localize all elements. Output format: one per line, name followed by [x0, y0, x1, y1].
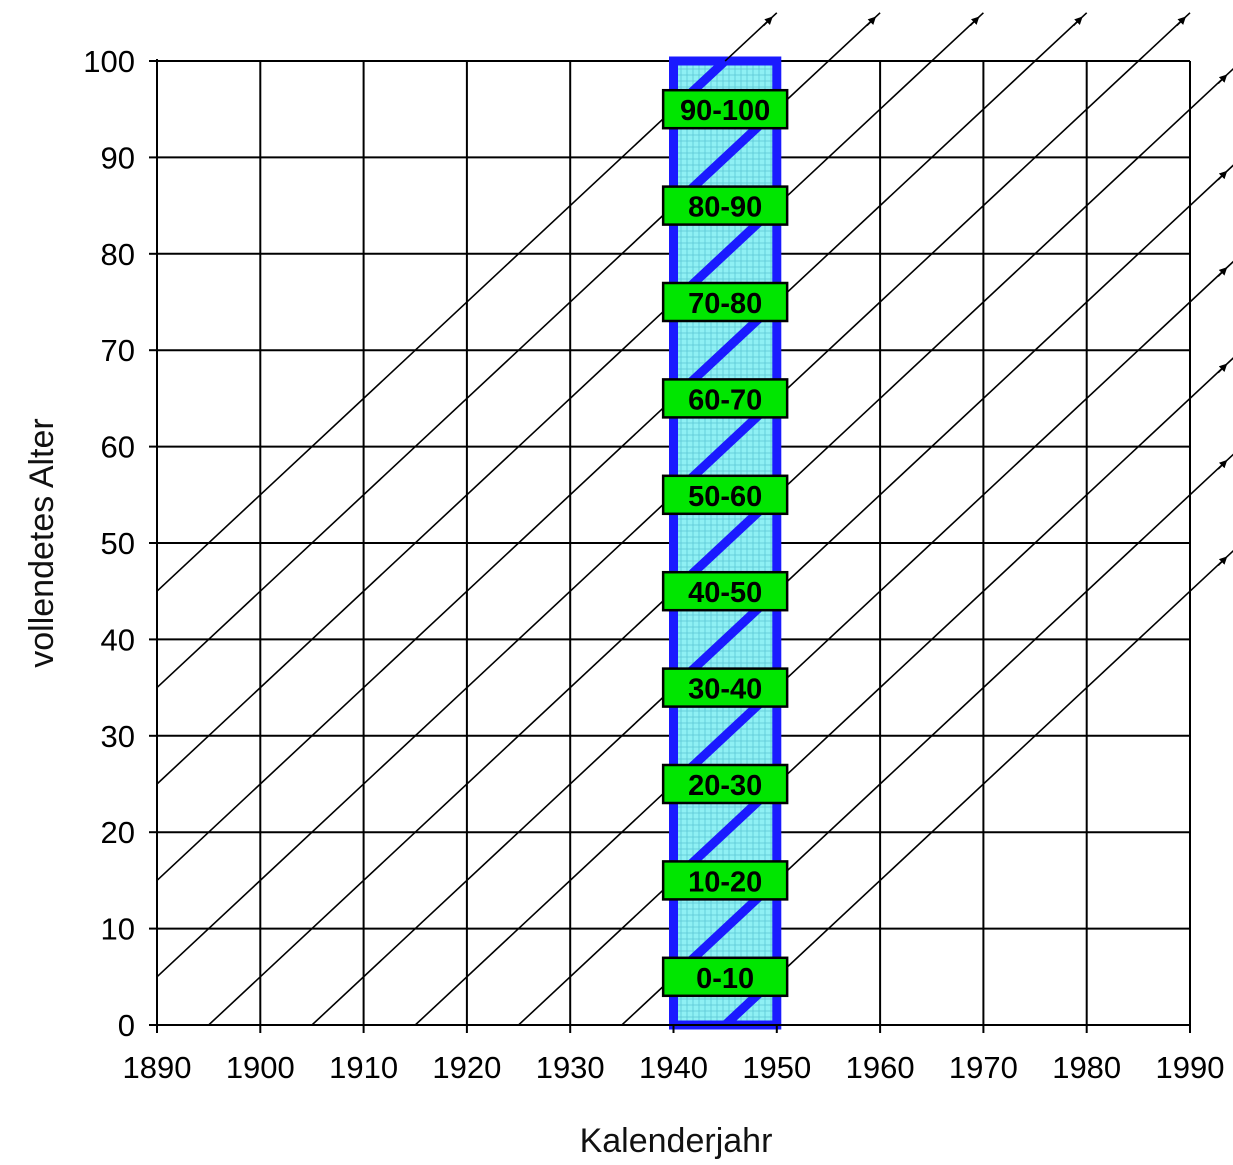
- age-group-box: [661, 570, 789, 612]
- y-tick-label: 60: [101, 430, 135, 465]
- y-tick-label: 10: [101, 912, 135, 947]
- x-tick-label: 1890: [123, 1050, 192, 1085]
- axes: 1890 1900 1910 1920 1930 1940 1950 1960 1970 1980…: [83, 44, 1224, 1085]
- age-group-box: [661, 667, 789, 708]
- lifeline: [518, 357, 1233, 1025]
- lifeline-arrow: [1217, 170, 1228, 181]
- x-tick-label: 1960: [846, 1050, 915, 1085]
- age-group-label: 50-60: [688, 481, 762, 513]
- y-tick-label: 20: [101, 815, 135, 850]
- x-tick-label: 1930: [536, 1050, 605, 1085]
- lifeline: [724, 549, 1233, 1025]
- age-group-label: 70-80: [688, 288, 762, 320]
- age-group-label: 10-20: [688, 866, 762, 898]
- lifeline: [156, 12, 1088, 881]
- lifeline: [621, 453, 1233, 1025]
- y-tick-label: 30: [101, 719, 135, 754]
- lifeline-arrow: [1217, 74, 1228, 85]
- x-tick-label: 1980: [1052, 1050, 1121, 1085]
- y-tick-label: 70: [101, 333, 135, 368]
- y-tick-label: 80: [101, 237, 135, 272]
- age-group-box: [661, 956, 789, 998]
- lifeline-arrow: [969, 16, 980, 27]
- x-tick-label: 1990: [1156, 1050, 1225, 1085]
- y-tick-label: 100: [83, 44, 135, 79]
- x-tick-label: 1940: [639, 1050, 708, 1085]
- lifeline-arrow: [1072, 16, 1083, 27]
- age-group-box: [661, 860, 789, 901]
- age-group-box: [661, 88, 789, 130]
- lifeline: [311, 164, 1233, 1025]
- age-group-label: 30-40: [688, 674, 762, 706]
- age-group-box: [661, 474, 789, 516]
- lifeline-arrow: [1217, 556, 1228, 567]
- age-group-box: [661, 378, 789, 419]
- y-axis-title: vollendetes Alter: [23, 418, 61, 668]
- lifeline-arrow: [1217, 267, 1228, 277]
- lifeline-arrow: [1176, 16, 1186, 27]
- y-tick-label: 40: [101, 622, 135, 657]
- age-group-label: 60-70: [688, 384, 762, 416]
- lifeline-arrow: [763, 16, 773, 27]
- age-group-box: [661, 763, 789, 805]
- x-axis-title: Kalenderjahr: [580, 1122, 773, 1160]
- age-group-box: [661, 185, 789, 226]
- age-group-labels: 0-10 10-20 20-30 30-40 40-50 50-60 60-70 70-80 8…: [661, 88, 789, 998]
- lifeline-arrow: [1217, 363, 1228, 374]
- x-tick-label: 1900: [226, 1050, 295, 1085]
- lifeline: [156, 12, 984, 785]
- y-tick-label: 50: [101, 526, 135, 561]
- age-group-label: 40-50: [688, 577, 762, 609]
- lifeline-arrow: [1217, 459, 1228, 470]
- x-tick-label: 1910: [329, 1050, 398, 1085]
- age-group-label: 0-10: [696, 963, 754, 995]
- x-tick-label: 1970: [949, 1050, 1018, 1085]
- y-tick-label: 90: [101, 140, 135, 175]
- age-group-label: 20-30: [688, 770, 762, 802]
- lifeline: [414, 260, 1233, 1025]
- age-group-label: 80-90: [688, 192, 762, 224]
- x-tick-label: 1950: [742, 1050, 811, 1085]
- y-tick-label: 0: [118, 1008, 135, 1043]
- lifeline-arrow: [866, 16, 877, 27]
- age-group-box: [661, 281, 789, 323]
- age-group-label: 90-100: [680, 95, 770, 127]
- x-tick-label: 1920: [432, 1050, 501, 1085]
